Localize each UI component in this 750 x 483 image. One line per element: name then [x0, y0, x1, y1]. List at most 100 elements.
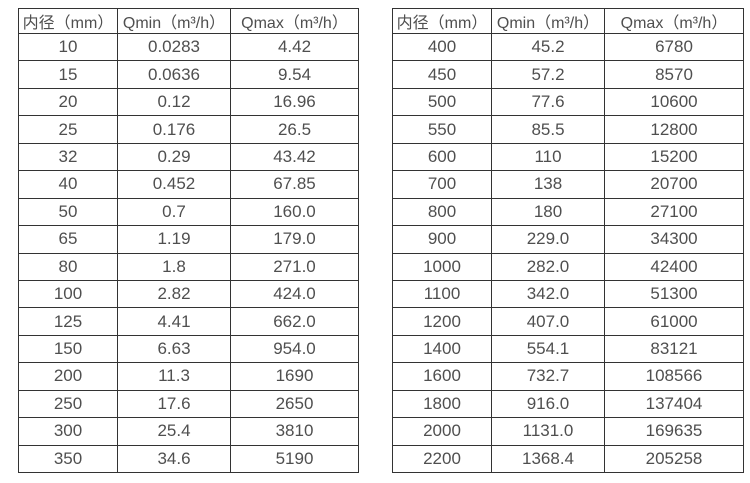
table-cell: 77.6 [491, 87, 605, 117]
table-cell: 20 [18, 87, 118, 117]
table-row: 40 0.452 67.85 [18, 170, 359, 199]
table-cell: 2650 [230, 389, 359, 419]
table-cell: 732.7 [491, 362, 605, 391]
table-cell: 40 [18, 170, 118, 199]
table-cell: 67.85 [230, 170, 359, 199]
table-cell: 15 [18, 60, 118, 89]
table-cell: 6.63 [117, 334, 231, 364]
table-cell: 550 [392, 115, 492, 144]
table-cell: 27100 [604, 197, 744, 227]
table-cell: 205258 [604, 444, 744, 474]
table-cell: 1690 [230, 362, 359, 391]
table-cell: 2000 [392, 417, 492, 446]
table-cell: 15200 [604, 142, 744, 172]
table-cell: 10600 [604, 87, 744, 117]
table-row: 1100 342.0 51300 [392, 279, 744, 309]
table-cell: 57.2 [491, 60, 605, 89]
table-cell: 1000 [392, 252, 492, 281]
table-cell: 424.0 [230, 279, 359, 309]
table-cell: 1400 [392, 334, 492, 364]
table-cell: 282.0 [491, 252, 605, 281]
table-row: 65 1.19 179.0 [18, 225, 359, 254]
table-cell: 350 [18, 444, 118, 474]
table-cell: 5190 [230, 444, 359, 474]
table-cell: 800 [392, 197, 492, 227]
table-cell: 8570 [604, 60, 744, 89]
flow-table-large-diameters: 内径（mm） Qmin（m³/h） Qmax（m³/h） 400 45.2 6780 450… [392, 8, 744, 474]
table-cell: 0.176 [117, 115, 231, 144]
table-cell: 6780 [604, 32, 744, 62]
table-cell: 61000 [604, 307, 744, 336]
column-header: Qmin（m³/h） [491, 8, 605, 34]
table-cell: 1.19 [117, 225, 231, 254]
table-cell: 34300 [604, 225, 744, 254]
table-cell: 2200 [392, 444, 492, 474]
table-cell: 1200 [392, 307, 492, 336]
column-header: Qmax（m³/h） [230, 8, 359, 34]
table-row: 125 4.41 662.0 [18, 307, 359, 336]
table-row: 10 0.0283 4.42 [18, 32, 359, 62]
table-cell: 85.5 [491, 115, 605, 144]
table-row: 50 0.7 160.0 [18, 197, 359, 227]
table-row: 15 0.0636 9.54 [18, 60, 359, 89]
table-cell: 32 [18, 142, 118, 172]
table-row: 2000 1131.0 169635 [392, 417, 744, 446]
table-cell: 11.3 [117, 362, 231, 391]
table-row: 20 0.12 16.96 [18, 87, 359, 117]
table-cell: 4.42 [230, 32, 359, 62]
table-cell: 0.0636 [117, 60, 231, 89]
table-cell: 600 [392, 142, 492, 172]
table-cell: 80 [18, 252, 118, 281]
table-cell: 0.7 [117, 197, 231, 227]
table-cell: 45.2 [491, 32, 605, 62]
table-cell: 700 [392, 170, 492, 199]
table-row: 450 57.2 8570 [392, 60, 744, 89]
table-cell: 25.4 [117, 417, 231, 446]
table-cell: 100 [18, 279, 118, 309]
column-header: Qmax（m³/h） [604, 8, 744, 34]
table-cell: 229.0 [491, 225, 605, 254]
table-cell: 10 [18, 32, 118, 62]
table-row: 100 2.82 424.0 [18, 279, 359, 309]
table-row: 250 17.6 2650 [18, 389, 359, 419]
table-cell: 12800 [604, 115, 744, 144]
table-row: 1000 282.0 42400 [392, 252, 744, 281]
table-cell: 169635 [604, 417, 744, 446]
table-cell: 2.82 [117, 279, 231, 309]
table-cell: 179.0 [230, 225, 359, 254]
table-cell: 0.452 [117, 170, 231, 199]
table-cell: 42400 [604, 252, 744, 281]
table-row: 2200 1368.4 205258 [392, 444, 744, 474]
table-cell: 400 [392, 32, 492, 62]
table-cell: 342.0 [491, 279, 605, 309]
table-row: 700 138 20700 [392, 170, 744, 199]
table-cell: 137404 [604, 389, 744, 419]
table-row: 800 180 27100 [392, 197, 744, 227]
table-cell: 110 [491, 142, 605, 172]
table-cell: 662.0 [230, 307, 359, 336]
table-cell: 25 [18, 115, 118, 144]
table-cell: 43.42 [230, 142, 359, 172]
table-row: 80 1.8 271.0 [18, 252, 359, 281]
table-cell: 1100 [392, 279, 492, 309]
table-cell: 83121 [604, 334, 744, 364]
table-cell: 3810 [230, 417, 359, 446]
table-cell: 300 [18, 417, 118, 446]
table-cell: 138 [491, 170, 605, 199]
table-cell: 0.0283 [117, 32, 231, 62]
table-cell: 4.41 [117, 307, 231, 336]
table-cell: 51300 [604, 279, 744, 309]
table-cell: 200 [18, 362, 118, 391]
table-cell: 1800 [392, 389, 492, 419]
table-cell: 1600 [392, 362, 492, 391]
table-cell: 407.0 [491, 307, 605, 336]
table-cell: 1368.4 [491, 444, 605, 474]
table-cell: 1131.0 [491, 417, 605, 446]
flow-spec-tables: 内径（mm） Qmin（m³/h） Qmax（m³/h） 10 0.0283 4.42 15… [18, 8, 744, 474]
table-cell: 954.0 [230, 334, 359, 364]
table-row: 550 85.5 12800 [392, 115, 744, 144]
table-cell: 916.0 [491, 389, 605, 419]
table-cell: 125 [18, 307, 118, 336]
table-row: 1200 407.0 61000 [392, 307, 744, 336]
table-row: 900 229.0 34300 [392, 225, 744, 254]
